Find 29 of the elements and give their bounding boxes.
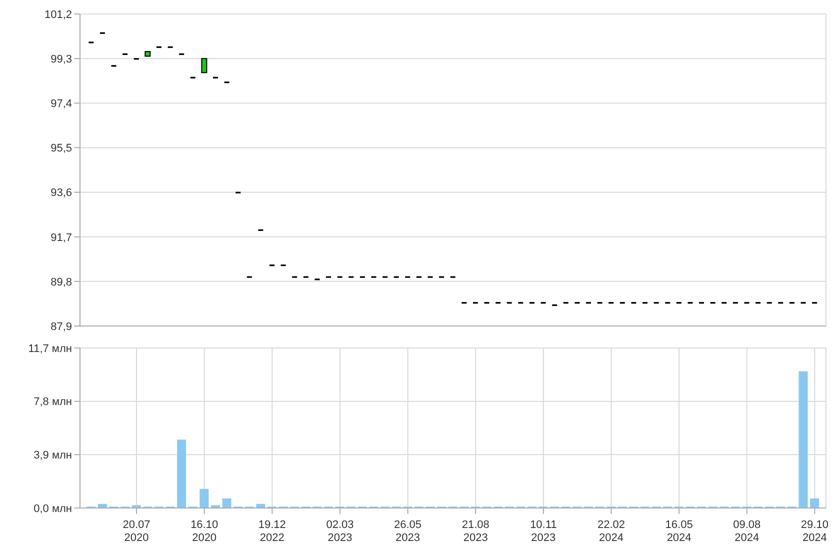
y-tick-label: 93,6 bbox=[50, 187, 72, 200]
candlestick bbox=[201, 58, 208, 74]
y-tick-label: 89,8 bbox=[50, 276, 72, 288]
bar bbox=[200, 488, 209, 508]
x-tick-label: 02.03 2023 bbox=[326, 519, 354, 544]
x-tick-label: 29.10 2024 bbox=[800, 519, 828, 544]
y-tick-label: 97,4 bbox=[50, 98, 72, 110]
y-tick-label: 0,0 млн bbox=[34, 502, 72, 515]
x-tick-label: 19.12 2022 bbox=[258, 519, 286, 544]
y-tick-label: 101,2 bbox=[44, 8, 72, 21]
y-tick-label: 11,7 млн bbox=[28, 342, 72, 355]
x-tick-label: 09.08 2024 bbox=[733, 519, 761, 544]
y-tick-label: 3,9 млн bbox=[34, 450, 72, 462]
y-tick-label: 87,9 bbox=[50, 320, 72, 333]
x-tick-label: 16.05 2024 bbox=[665, 519, 693, 544]
bar bbox=[177, 440, 186, 508]
y-tick-label: 91,7 bbox=[50, 232, 72, 244]
y-tick-label: 95,5 bbox=[50, 142, 72, 155]
y-tick-label: 7,8 млн bbox=[34, 396, 72, 408]
y-tick-label: 99,3 bbox=[50, 53, 72, 66]
bar bbox=[798, 371, 808, 508]
x-tick-label: 21.08 2023 bbox=[462, 519, 490, 544]
x-tick-label: 22.02 2024 bbox=[597, 519, 626, 544]
x-tick-label: 26.05 2023 bbox=[394, 519, 422, 544]
bar bbox=[222, 498, 232, 508]
bar bbox=[810, 498, 820, 508]
x-tick-label: 16.10 2020 bbox=[190, 519, 218, 544]
x-tick-label: 20.07 2020 bbox=[122, 519, 150, 544]
x-tick-label: 10.11 2023 bbox=[530, 519, 557, 544]
